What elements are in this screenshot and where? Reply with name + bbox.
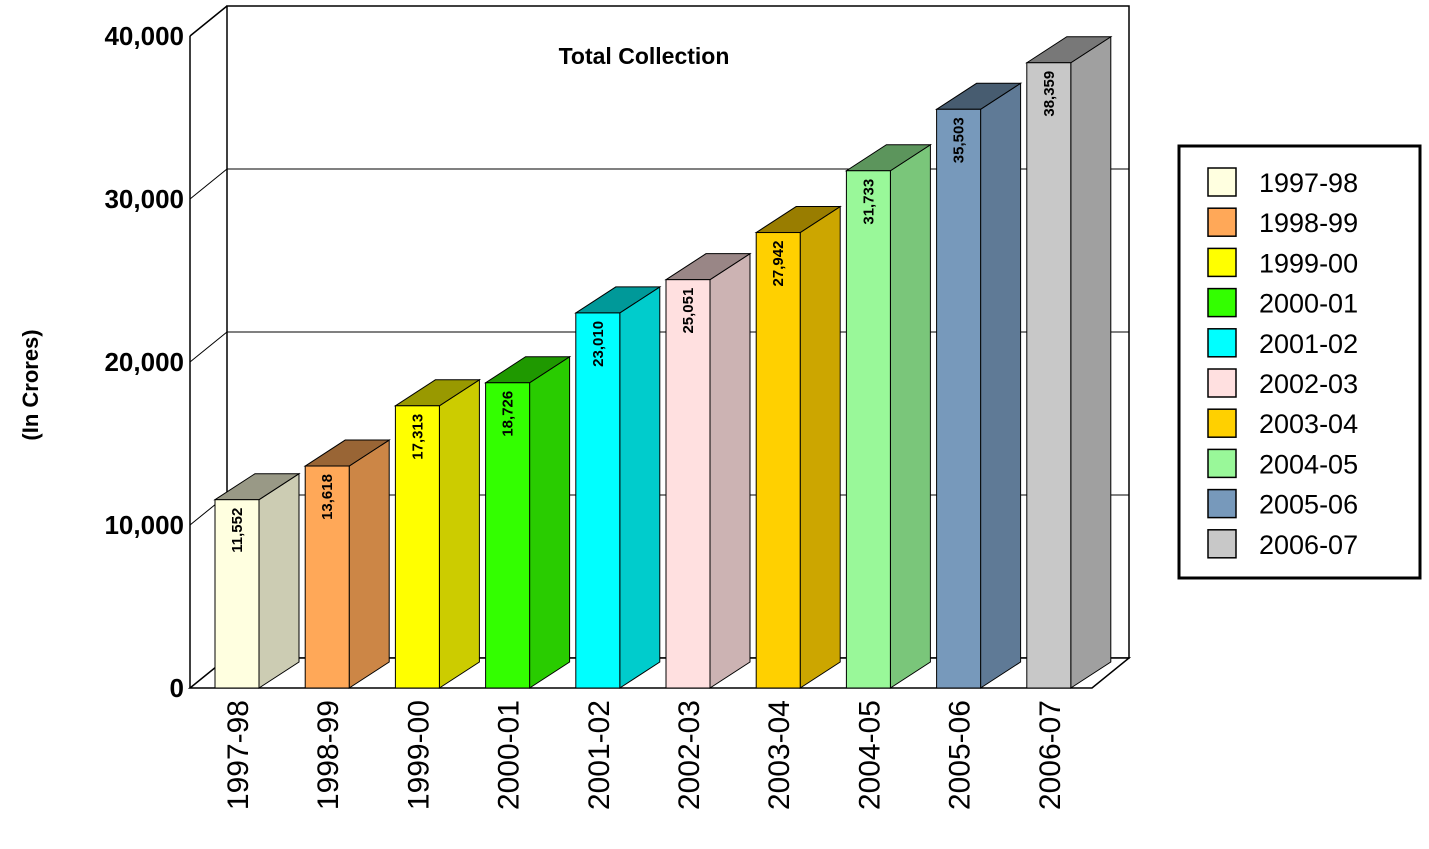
x-tick-label: 2004-05 [853, 700, 886, 810]
data-label: 25,051 [680, 288, 697, 334]
gridline [189, 5, 1129, 37]
x-tick-label: 2005-06 [944, 700, 977, 810]
bar-front [755, 232, 801, 689]
bar-2001-02: 23,010 [574, 286, 662, 689]
bar-side [799, 205, 841, 689]
bar-side [258, 472, 300, 689]
bar-1997-98: 11,552 [213, 472, 301, 689]
bar-side [889, 143, 931, 689]
y-tick-label: 0 [170, 673, 184, 703]
bar-1998-99: 13,618 [303, 439, 391, 689]
legend-swatch [1207, 328, 1237, 358]
bar-front [575, 312, 621, 689]
legend-entry: 2002-03 [1259, 369, 1358, 399]
x-tick-label: 2003-04 [763, 700, 796, 810]
legend-swatch [1207, 368, 1237, 398]
data-label: 17,313 [409, 414, 426, 460]
bar-front [845, 170, 891, 689]
bar-side [980, 82, 1022, 689]
x-tick-label: 1997-98 [222, 700, 255, 810]
legend-entry: 1998-99 [1259, 208, 1358, 238]
legend-swatch [1207, 167, 1237, 197]
bar-front [1026, 62, 1072, 689]
y-tick-label: 30,000 [104, 184, 184, 214]
y-axis-ticks: 0 10,000 20,000 30,000 40,000 [104, 21, 184, 703]
data-label: 13,618 [319, 474, 336, 520]
bar-front [936, 108, 982, 689]
legend-entry: 2004-05 [1259, 449, 1358, 479]
x-tick-label: 1998-99 [312, 700, 345, 810]
bar-2002-03: 25,051 [664, 252, 752, 689]
bar-2000-01: 18,726 [483, 355, 572, 689]
bar-side [619, 286, 661, 689]
chart-title: Total Collection [559, 43, 730, 69]
legend-swatch [1207, 287, 1237, 318]
legend-entry: 2003-04 [1259, 409, 1358, 439]
data-label: 38,359 [1041, 71, 1058, 117]
y-tick-label: 40,000 [104, 21, 184, 51]
data-label: 31,733 [860, 179, 877, 225]
bar-2003-04: 27,942 [754, 205, 842, 689]
bar-side [1070, 35, 1112, 689]
bar-2006-07: 38,359 [1025, 35, 1113, 689]
bar-front [394, 405, 440, 689]
data-label: 11,552 [229, 508, 246, 553]
bar-front [485, 382, 531, 689]
legend: 1997-98 1998-99 1999-00 2000-01 2001-02 2002-… [1177, 144, 1422, 580]
legend-swatch [1207, 207, 1237, 237]
bar-side [709, 252, 751, 689]
bar-side [438, 378, 480, 689]
bar-front [304, 465, 350, 689]
x-tick-label: 2002-03 [673, 700, 706, 810]
legend-entry: 1997-98 [1259, 168, 1358, 198]
legend-entry: 1999-00 [1259, 248, 1358, 278]
legend-swatch [1207, 488, 1237, 519]
legend-entry: 2006-07 [1259, 530, 1358, 560]
x-axis-tick-labels: 1997-98 1998-99 1999-00 2000-01 2001-02 2002-… [222, 700, 1067, 810]
data-label: 23,010 [590, 321, 607, 367]
bars: 11,552 13,618 17,313 18,726 23,010 25,051 27,9… [213, 35, 1113, 689]
data-label: 18,726 [500, 391, 517, 437]
legend-swatch [1207, 408, 1237, 438]
gridline [189, 168, 1129, 200]
y-tick-label: 10,000 [104, 510, 184, 540]
bar-2005-06: 35,503 [934, 82, 1023, 689]
legend-swatch [1207, 448, 1237, 479]
x-tick-label: 1999-00 [402, 700, 435, 810]
bar-front [665, 279, 711, 689]
legend-entry: 2000-01 [1259, 289, 1358, 319]
bar-1999-00: 17,313 [393, 378, 482, 689]
data-label: 35,503 [951, 117, 968, 163]
legend-swatch [1207, 247, 1237, 278]
x-tick-label: 2001-02 [583, 700, 616, 810]
y-tick-label: 20,000 [104, 347, 184, 377]
legend-entry: 2001-02 [1259, 329, 1358, 359]
bar-2004-05: 31,733 [844, 143, 933, 689]
y-axis-label: (In Crores) [18, 329, 43, 440]
x-tick-label: 2000-01 [493, 700, 526, 810]
bar-front [214, 499, 260, 689]
data-label: 27,942 [770, 241, 787, 287]
legend-swatch [1207, 529, 1237, 559]
legend-entry: 2005-06 [1259, 490, 1358, 520]
bar-side [529, 355, 571, 689]
x-tick-label: 2006-07 [1034, 700, 1067, 810]
bar-side [348, 439, 390, 689]
